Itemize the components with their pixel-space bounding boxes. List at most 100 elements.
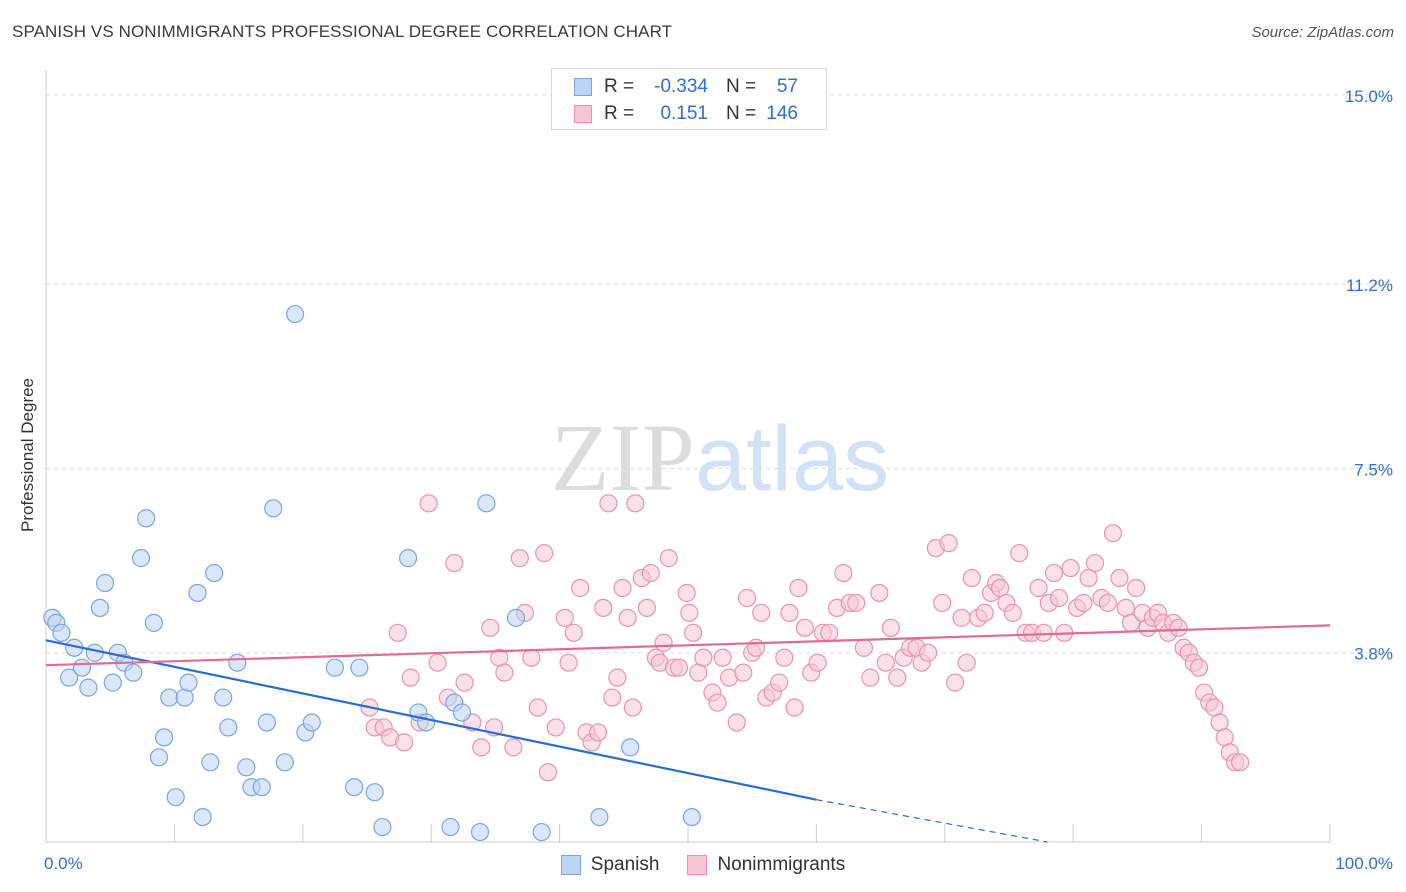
nonimmigrants-point — [1085, 553, 1105, 573]
nonimmigrants-point — [608, 668, 627, 687]
spanish-point — [345, 778, 364, 797]
nonimmigrants-point — [1110, 568, 1129, 588]
x-tick-label-max: 100.0% — [1335, 854, 1393, 873]
nonimmigrants-point — [1189, 658, 1209, 677]
spanish-point — [166, 788, 185, 807]
tick-labels: 3.8% 7.5% 11.2% 15.0% 0.0% 100.0% — [44, 87, 1393, 873]
y-tick-label: 3.8% — [1354, 645, 1393, 664]
watermark: ZIPatlas — [551, 404, 889, 511]
legend-box: R = -0.334 N = 57 R = 0.151 N = 146 — [551, 68, 827, 130]
chart-title: SPANISH VS NONIMMIGRANTS PROFESSIONAL DE… — [12, 22, 673, 41]
legend-r-value: 0.151 — [660, 103, 708, 124]
spanish-point — [60, 668, 79, 687]
spanish-point — [365, 783, 384, 802]
nonimmigrants-point — [694, 648, 713, 667]
nonimmigrants-point — [669, 658, 689, 677]
spanish-point — [252, 778, 271, 797]
nonimmigrants-point — [623, 698, 642, 717]
nonimmigrants-point — [538, 763, 558, 782]
legend-item-spanish[interactable]: Spanish — [560, 854, 660, 876]
legend-label-spanish: Spanish — [590, 854, 660, 875]
nonimmigrants-point — [727, 713, 746, 732]
spanish-point — [149, 748, 169, 767]
nonimmigrants-point — [510, 549, 529, 568]
nonimmigrants-point — [952, 608, 971, 627]
nonimmigrants-point — [746, 638, 766, 657]
spanish-point — [441, 817, 460, 837]
spanish-point — [137, 509, 156, 528]
nonimmigrants-point — [495, 663, 514, 682]
nonimmigrants-point — [594, 598, 613, 618]
axes — [45, 70, 1331, 843]
spanish-point — [219, 718, 238, 737]
nonimmigrants-point — [1098, 593, 1117, 613]
nonimmigrants-point — [847, 593, 866, 613]
nonimmigrants-point — [589, 723, 608, 742]
nonimmigrants-point — [713, 648, 732, 667]
legend-r-label: R = — [604, 76, 635, 97]
spanish-point — [72, 658, 92, 677]
nonimmigrants-point — [626, 494, 645, 513]
nonimmigrants-point — [785, 698, 804, 717]
y-tick-label: 7.5% — [1354, 460, 1393, 479]
nonimmigrants-point — [808, 653, 827, 672]
spanish-point — [214, 688, 233, 707]
nonimmigrants-point — [888, 668, 907, 687]
spanish-point — [590, 807, 609, 827]
nonimmigrants-point — [854, 638, 874, 657]
nonimmigrants-point — [522, 648, 541, 667]
trend-lines — [45, 624, 1331, 843]
spanish-point — [532, 822, 551, 842]
nonimmigrants-point — [945, 673, 965, 692]
nonimmigrants-point — [613, 578, 632, 598]
nonimmigrants-point — [546, 718, 565, 737]
nonimmigrants-point — [775, 648, 794, 667]
nonimmigrants-point — [618, 608, 637, 627]
y-axis-label: Professional Degree — [18, 377, 37, 533]
legend-n-value: 146 — [766, 103, 798, 124]
nonimmigrants-point — [659, 549, 678, 568]
spanish-point — [257, 713, 276, 732]
nonimmigrants-point — [933, 593, 952, 613]
spanish-point — [285, 304, 305, 324]
legend-item-nonimmigrants[interactable]: Nonimmigrants — [687, 854, 845, 876]
spanish-point — [228, 653, 247, 672]
nonimmigrants-point — [962, 568, 981, 588]
spanish-point — [179, 673, 198, 692]
spanish-point — [124, 663, 143, 682]
nonimmigrants-point — [734, 663, 753, 682]
nonimmigrants-point — [603, 688, 622, 707]
spanish-point — [452, 703, 472, 722]
y-tick-label: 11.2% — [1346, 276, 1393, 295]
nonimmigrants-point — [1169, 618, 1188, 637]
nonimmigrants-point — [795, 618, 814, 637]
nonimmigrants-point — [684, 623, 703, 642]
nonimmigrants-point — [472, 738, 491, 757]
nonimmigrants-point — [455, 673, 474, 692]
nonimmigrants-point — [1074, 593, 1093, 613]
nonimmigrants-point — [919, 643, 938, 662]
nonimmigrants-point — [1003, 603, 1022, 622]
nonimmigrants-point — [789, 578, 808, 598]
nonimmigrants-point — [481, 618, 500, 637]
legend-n-value: 57 — [776, 76, 798, 97]
nonimmigrants-point — [641, 563, 660, 583]
spanish-point — [477, 494, 496, 513]
nonimmigrants-point — [1034, 623, 1053, 642]
spanish-point — [155, 728, 174, 747]
nonimmigrants-point — [1103, 524, 1123, 543]
legend-swatch-nonimmigrants — [574, 105, 592, 123]
nonimmigrants-point — [401, 668, 420, 687]
nonimmigrants-point — [834, 563, 853, 583]
nonimmigrants-point — [752, 603, 771, 622]
nonimmigrants-point — [1231, 753, 1250, 772]
spanish-point — [325, 658, 344, 677]
nonimmigrants-point — [564, 623, 583, 642]
bottom-legend: Spanish Nonimmigrants — [0, 852, 1406, 878]
spanish-point — [350, 658, 369, 677]
gridlines — [46, 94, 1392, 654]
nonimmigrants-point — [1029, 578, 1048, 598]
nonimmigrants-point — [445, 553, 464, 573]
spanish-point — [373, 817, 392, 837]
